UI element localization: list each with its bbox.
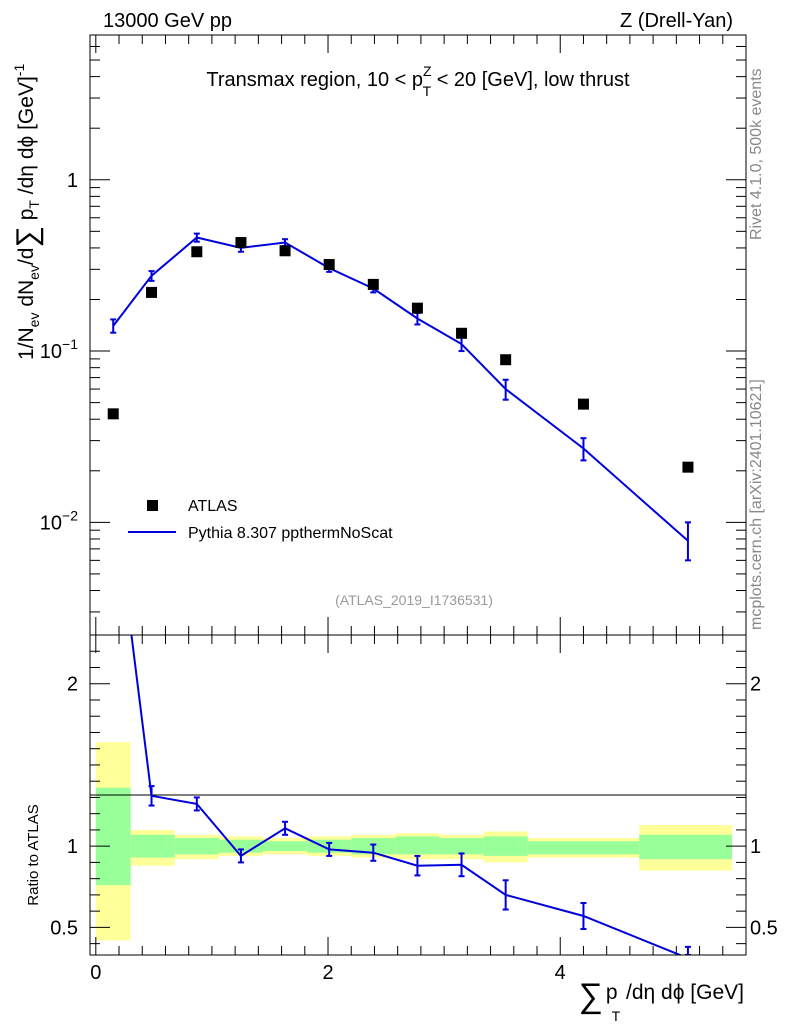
x-tick-label: 0	[90, 962, 101, 984]
atlas-data-point	[146, 286, 158, 298]
main-data-layer	[107, 232, 694, 562]
legend-atlas-label: ATLAS	[188, 498, 238, 515]
ratio-frame	[89, 634, 747, 956]
ratio-band-inner	[395, 836, 440, 855]
plot-title: Transmax region, 10 < pZ T < 20 [GeV], lo…	[206, 63, 630, 99]
ratio-series-group	[130, 635, 691, 955]
y-tick-label: 1	[67, 170, 78, 192]
ratio-y-tick-label-right: 1	[750, 836, 761, 858]
ratio-band-inner	[95, 787, 131, 886]
y-tick-label: 10−1	[40, 336, 78, 363]
main-axis-ticks: 1 10−1 10−2	[40, 34, 746, 635]
ratio-pythia-line	[130, 635, 683, 955]
legend-atlas-marker	[147, 500, 158, 511]
mcplots-label: mcplots.cern.ch [arXiv:2401.10621]	[748, 379, 765, 630]
y-tick-label: 10−2	[40, 507, 78, 534]
pythia-line	[112, 236, 689, 542]
main-panel: 1 10−1 10−2 Transmax region, 10 < pZ T < 20…	[11, 34, 747, 636]
ratio-y-axis-label: Ratio to ATLAS	[25, 804, 42, 905]
ratio-band-inner	[527, 841, 640, 855]
atlas-data-point	[323, 259, 335, 271]
legend: ATLAS Pythia 8.307 ppthermNoScat	[128, 498, 393, 542]
x-axis-label: ∑ p T /dη dϕ [GeV]	[579, 977, 744, 1024]
atlas-data-point	[107, 408, 119, 420]
ratio-band-inner	[174, 838, 219, 855]
ratio-data-layer	[130, 635, 691, 955]
atlas-data-point	[235, 237, 247, 249]
ratio-band-inner	[130, 834, 175, 858]
atlas-data-point	[411, 302, 423, 314]
atlas-data-point	[279, 245, 291, 257]
header-left: 13000 GeV pp	[103, 10, 232, 32]
ratio-axis-ticks: 0.5 0.5 1 1 2 2 0 2 4	[50, 635, 778, 984]
analysis-reference: (ATLAS_2019_I1736531)	[335, 592, 493, 608]
header-right: Z (Drell-Yan)	[620, 10, 733, 32]
atlas-data-point	[577, 398, 589, 410]
ratio-y-tick-label-right: 2	[750, 674, 761, 696]
ratio-band-inner	[483, 836, 528, 856]
x-tick-label: 4	[555, 962, 566, 984]
main-frame	[89, 34, 747, 636]
x-tick-label: 2	[322, 962, 333, 984]
ratio-y-tick-label: 2	[67, 674, 78, 696]
ratio-band-inner	[439, 838, 484, 855]
legend-pythia-label: Pythia 8.307 ppthermNoScat	[188, 525, 393, 542]
ratio-panel: 0.5 0.5 1 1 2 2 0 2 4 Ratio to ATLAS ∑ p T /dη dϕ …	[25, 634, 778, 1024]
ratio-y-tick-label: 1	[67, 836, 78, 858]
y-axis-label: 1/Nev dNev/d∑ pT /dη dϕ [GeV]-1	[11, 64, 44, 360]
rivet-version-label: Rivet 4.1.0, 500k events	[748, 68, 765, 240]
ratio-band-inner	[262, 841, 308, 852]
ratio-y-tick-label: 0.5	[50, 917, 78, 939]
ratio-uncertainty-bands	[95, 742, 733, 941]
ratio-band-inner	[639, 834, 733, 860]
atlas-data-point	[367, 278, 379, 290]
atlas-data-point	[682, 461, 694, 473]
atlas-data-point	[456, 327, 468, 339]
ratio-y-tick-label-right: 0.5	[750, 917, 778, 939]
atlas-data-point	[500, 354, 512, 366]
atlas-data-point	[191, 246, 203, 258]
